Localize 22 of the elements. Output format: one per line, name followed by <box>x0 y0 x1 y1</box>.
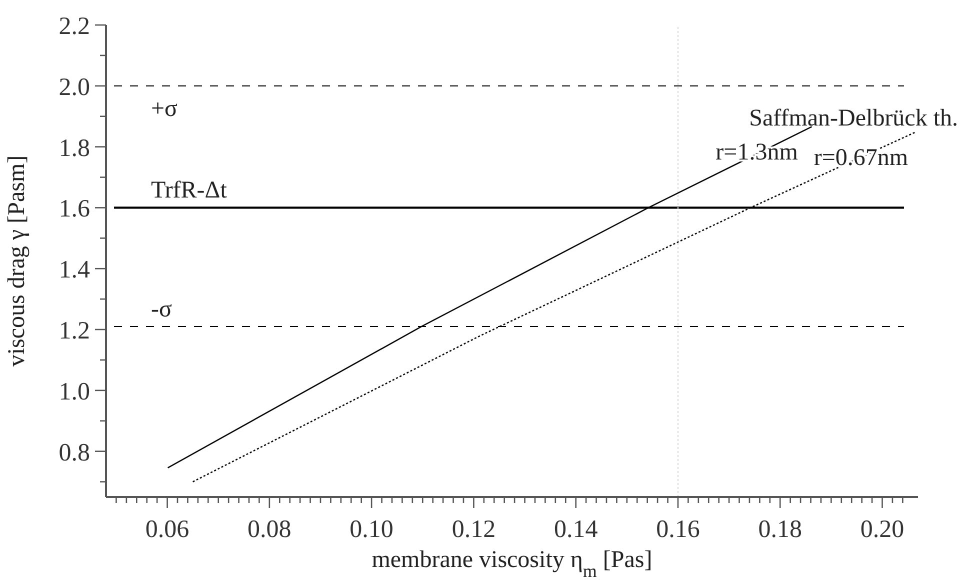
y-tick-label: 1.2 <box>58 318 90 345</box>
y-tick-label: 1.6 <box>58 196 90 223</box>
x-axis-title: membrane viscosity η$_{m}$ [Pas] <box>372 547 652 581</box>
x-tick-label: 0.18 <box>758 516 802 543</box>
y-tick-label: 2.2 <box>58 13 90 40</box>
y-tick-label: 0.8 <box>58 439 90 466</box>
ref-line-label: +σ <box>151 96 178 122</box>
y-tick-label: 2.0 <box>58 74 90 101</box>
x-tick-label: 0.08 <box>248 516 292 543</box>
y-axis-title: viscous drag γ [Pasm] <box>4 155 30 367</box>
y-tick-label: 1.0 <box>58 378 90 406</box>
x-tick-label: 0.10 <box>350 516 394 543</box>
x-tick-label: 0.16 <box>656 516 700 543</box>
x-tick-label: 0.14 <box>554 516 598 543</box>
x-tick-label: 0.12 <box>452 516 496 543</box>
annotation: Saffman-Delbrück th. <box>749 105 958 132</box>
x-tick-label: 0.20 <box>860 516 904 543</box>
y-tick-label: 1.4 <box>58 256 90 284</box>
ref-line-label: TrfR-Δt <box>151 178 228 204</box>
ref-line-label: -σ <box>151 296 172 322</box>
y-tick-label: 1.8 <box>58 134 90 162</box>
x-tick-label: 0.06 <box>145 516 190 543</box>
